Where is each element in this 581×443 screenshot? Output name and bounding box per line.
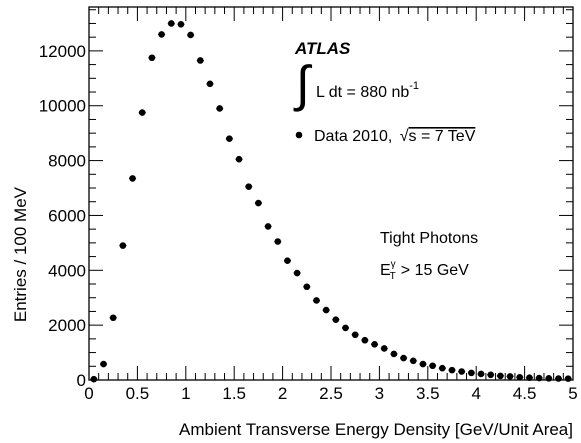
cut-rest: > 15 GeV [401, 262, 469, 279]
luminosity-main: L dt = 880 nb [316, 84, 409, 101]
data-point [158, 31, 165, 38]
x-tick-label: 2.5 [319, 384, 343, 403]
axes: 0 0.5 1 1.5 2 2.5 3 3.5 4 4.5 5 0 2000 4000 6000 8000 10… [39, 6, 578, 403]
data-point [564, 375, 572, 382]
data-point [526, 374, 533, 381]
data-point [448, 366, 456, 374]
cut-sub: T [390, 271, 396, 282]
data-point [255, 199, 262, 207]
data-point [429, 362, 436, 370]
data-point [187, 31, 194, 39]
data-point [390, 350, 398, 358]
data-point [477, 370, 485, 378]
cut-sup: γ [391, 259, 396, 270]
data-point [506, 373, 514, 380]
data-point [332, 316, 340, 323]
x-tick-label: 4 [471, 384, 480, 403]
y-tick-label: 2000 [48, 316, 86, 335]
x-tick-label: 1.5 [222, 384, 246, 403]
data-point [197, 57, 204, 64]
plot-area [90, 20, 572, 383]
data-point [167, 20, 175, 27]
integral-sign: ∫ [293, 56, 313, 112]
y-tick-label: 8000 [48, 152, 86, 171]
luminosity-sup: -1 [409, 80, 419, 92]
data-point [90, 375, 98, 383]
data-point [351, 331, 359, 339]
x-tick-label: 0.5 [126, 384, 150, 403]
data-point [313, 297, 320, 304]
sqrt-sign: √ [400, 128, 409, 145]
data-point [264, 223, 272, 230]
selection-label: Tight Photons [380, 230, 478, 247]
data-point [293, 269, 301, 277]
x-tick-label: 0 [84, 384, 93, 403]
data-point [177, 20, 185, 28]
x-tick-label: 1 [181, 384, 190, 403]
cut-e: E [380, 262, 391, 279]
data-point [555, 375, 562, 382]
data-point [439, 364, 446, 372]
data-label-prefix: Data 2010, [314, 128, 392, 145]
data-point [245, 183, 253, 190]
data-point [303, 283, 311, 291]
y-tick-label: 4000 [48, 261, 86, 280]
data-point [371, 341, 378, 348]
data-point [129, 175, 136, 182]
plot-frame [88, 6, 574, 381]
x-tick-label: 5 [568, 384, 577, 403]
luminosity-label: L dt = 880 nb-1 [316, 80, 419, 101]
data-point [487, 371, 495, 379]
data-point [119, 242, 127, 249]
data-point [409, 357, 417, 365]
data-point [322, 306, 330, 314]
y-tick-label: 10000 [39, 97, 86, 116]
y-tick-label: 6000 [48, 206, 86, 225]
cut-label: Eγ T > 15 GeV [380, 259, 469, 282]
x-tick-label: 3.5 [416, 384, 440, 403]
data-label: Data 2010, √s = 7 TeV [314, 128, 476, 145]
x-tick-label: 4.5 [513, 384, 537, 403]
x-tick-label: 3 [375, 384, 384, 403]
data-point [468, 369, 475, 377]
data-point [497, 372, 504, 380]
data-point [342, 324, 349, 332]
y-tick-label: 12000 [39, 42, 86, 61]
data-point [284, 257, 291, 264]
data-point [419, 360, 427, 368]
data-label-energy: s = 7 TeV [409, 128, 476, 145]
experiment-label: ATLAS [294, 39, 351, 58]
data-point [361, 336, 369, 344]
data-point [226, 135, 233, 142]
data-point [545, 375, 553, 382]
x-axis-title: Ambient Transverse Energy Density [GeV/U… [179, 420, 573, 439]
data-point [138, 109, 146, 116]
data-point [206, 80, 214, 88]
data-point [148, 54, 156, 62]
data-point [380, 345, 388, 352]
data-point [109, 314, 117, 322]
data-point [235, 155, 243, 163]
data-point [216, 105, 223, 112]
data-point [100, 360, 107, 368]
data-point [274, 238, 282, 245]
data-point [516, 373, 524, 381]
y-tick-label: 0 [77, 371, 86, 390]
data-point [458, 368, 465, 375]
x-tick-label: 2 [278, 384, 287, 403]
legend-marker [295, 131, 303, 139]
data-point [400, 354, 407, 362]
y-axis-title: Entries / 100 MeV [11, 186, 30, 322]
